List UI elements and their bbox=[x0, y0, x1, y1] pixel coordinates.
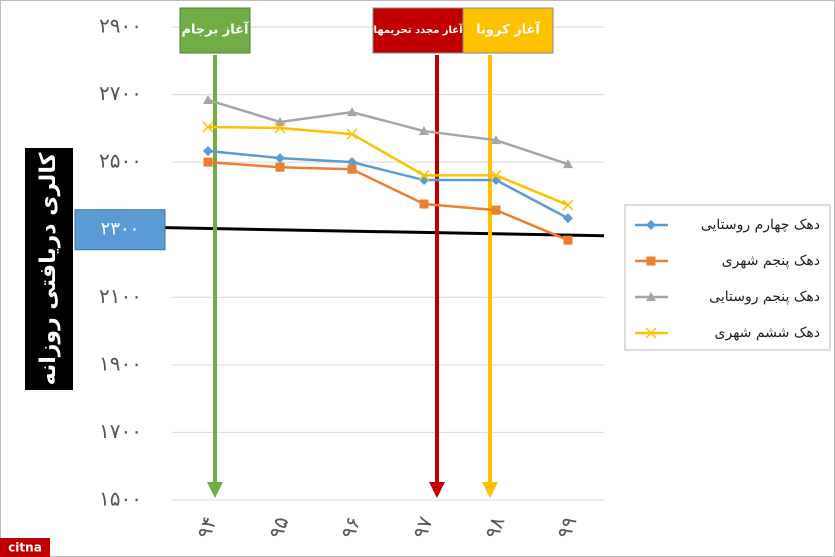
marker bbox=[274, 122, 286, 134]
legend-marker bbox=[645, 327, 657, 339]
legend-box bbox=[624, 204, 831, 351]
marker bbox=[275, 153, 285, 164]
marker bbox=[419, 199, 429, 209]
marker bbox=[346, 128, 358, 140]
y-axis-title-box bbox=[25, 148, 73, 390]
y-tick-label: ۱۹۰۰ bbox=[99, 351, 142, 375]
legend-label: دهک پنجم شهری bbox=[722, 253, 820, 269]
event-arrowhead bbox=[482, 482, 498, 498]
event-label: آغاز برجام bbox=[182, 21, 250, 38]
marker bbox=[490, 169, 502, 181]
event-arrowhead bbox=[207, 482, 223, 498]
marker bbox=[203, 145, 213, 156]
y-tick-label: ۲۹۰۰ bbox=[99, 14, 142, 38]
legend-marker bbox=[646, 292, 656, 301]
marker bbox=[275, 162, 285, 172]
marker bbox=[418, 169, 430, 181]
legend-label: دهک چهارم روستایی bbox=[701, 217, 820, 233]
marker bbox=[203, 157, 213, 167]
series-line bbox=[207, 149, 569, 220]
marker bbox=[347, 107, 357, 117]
marker bbox=[347, 164, 357, 174]
reference-line bbox=[164, 226, 605, 238]
watermark-box bbox=[0, 538, 50, 557]
legend-label: دهک ششم شهری bbox=[715, 325, 820, 341]
legend-marker bbox=[646, 256, 656, 266]
marker bbox=[563, 159, 573, 169]
marker bbox=[491, 205, 501, 215]
marker bbox=[563, 213, 573, 224]
marker bbox=[347, 157, 357, 168]
marker bbox=[203, 94, 213, 104]
reference-label: ۲۳۰۰ bbox=[101, 219, 140, 240]
reference-box bbox=[74, 209, 166, 251]
y-tick-label: ۲۱۰۰ bbox=[99, 284, 142, 308]
event-arrowhead bbox=[429, 482, 445, 498]
y-tick-label: ۱۷۰۰ bbox=[99, 419, 142, 443]
marker bbox=[275, 116, 285, 126]
y-tick-label: ۲۵۰۰ bbox=[99, 149, 142, 173]
event-box bbox=[462, 7, 554, 54]
event-label: آغاز کرونا bbox=[476, 21, 540, 38]
series-line bbox=[207, 160, 569, 242]
y-tick-label: ۲۷۰۰ bbox=[99, 81, 142, 105]
y-tick-label: ۱۵۰۰ bbox=[99, 487, 142, 511]
legend-marker bbox=[646, 220, 656, 230]
watermark: citna bbox=[8, 541, 42, 555]
series-line bbox=[207, 98, 569, 166]
event-box bbox=[179, 7, 251, 54]
marker bbox=[419, 126, 429, 136]
y-axis-title: کالری دریافتی روزانه bbox=[36, 152, 61, 385]
event-label: آغاز مجدد تحریمها bbox=[373, 23, 463, 36]
marker bbox=[562, 199, 574, 211]
marker bbox=[491, 135, 501, 145]
marker bbox=[202, 121, 214, 133]
marker bbox=[563, 235, 573, 245]
series-line bbox=[207, 125, 569, 207]
legend-label: دهک پنجم روستایی bbox=[709, 289, 820, 305]
